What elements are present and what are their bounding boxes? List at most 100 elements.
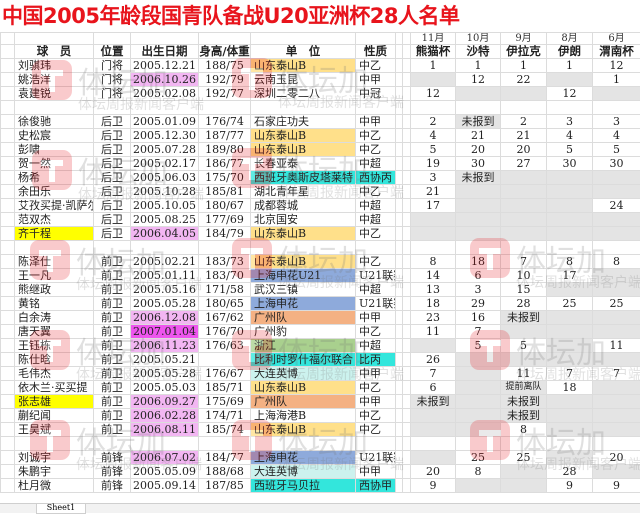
height-weight-cell[interactable]: 176/63 <box>199 339 251 353</box>
birthdate-cell[interactable]: 2005.02.21 <box>131 255 199 269</box>
empty-cell[interactable] <box>396 213 403 227</box>
match-number-cell[interactable] <box>593 311 640 325</box>
birthdate-cell[interactable]: 2006.11.23 <box>131 339 199 353</box>
empty-cell[interactable] <box>396 87 403 101</box>
height-weight-cell[interactable]: 186/77 <box>199 157 251 171</box>
height-weight-cell[interactable]: 180/65 <box>199 297 251 311</box>
empty-cell[interactable] <box>403 479 411 493</box>
empty-cell[interactable] <box>251 241 356 255</box>
empty-cell[interactable] <box>131 101 199 115</box>
match-number-cell[interactable]: 9 <box>547 479 593 493</box>
player-name[interactable]: 徐俊驰 <box>15 115 94 129</box>
unit-cell[interactable]: 浙江 <box>251 339 356 353</box>
kind-cell[interactable]: U21联赛 <box>356 451 396 465</box>
kind-cell[interactable]: 中乙 <box>356 409 396 423</box>
position-cell[interactable]: 门将 <box>94 59 131 73</box>
kind-cell[interactable]: 中乙 <box>356 255 396 269</box>
empty-cell[interactable] <box>547 101 593 115</box>
unit-cell[interactable]: 山东泰山B <box>251 129 356 143</box>
kind-cell[interactable]: 中甲 <box>356 465 396 479</box>
kind-cell[interactable]: 中甲 <box>356 395 396 409</box>
match-number-cell[interactable]: 8 <box>547 255 593 269</box>
unit-cell[interactable]: 上海海港B <box>251 409 356 423</box>
sheet-tab[interactable]: Sheet1 <box>36 504 86 514</box>
match-number-cell[interactable]: 20 <box>593 451 640 465</box>
empty-cell[interactable] <box>396 199 403 213</box>
height-weight-cell[interactable] <box>199 353 251 367</box>
match-number-cell[interactable] <box>501 353 547 367</box>
row-gutter[interactable] <box>1 73 15 87</box>
position-cell[interactable]: 前卫 <box>94 283 131 297</box>
empty-cell[interactable] <box>131 437 199 451</box>
empty-cell[interactable] <box>593 241 640 255</box>
row-gutter[interactable] <box>1 101 15 115</box>
match-number-cell[interactable]: 9 <box>411 479 456 493</box>
empty-cell[interactable] <box>403 269 411 283</box>
empty-cell[interactable] <box>403 185 411 199</box>
empty-cell[interactable] <box>456 241 501 255</box>
height-weight-cell[interactable]: 185/71 <box>199 381 251 395</box>
empty-cell[interactable] <box>403 129 411 143</box>
unit-cell[interactable]: 北京国安 <box>251 213 356 227</box>
empty-cell[interactable] <box>131 241 199 255</box>
empty-cell[interactable] <box>396 143 403 157</box>
birthdate-cell[interactable]: 2006.07.02 <box>131 451 199 465</box>
unit-cell[interactable]: 武汉三镇 <box>251 283 356 297</box>
match-number-cell[interactable]: 25 <box>547 297 593 311</box>
match-number-cell[interactable] <box>547 423 593 437</box>
match-number-cell[interactable] <box>456 367 501 381</box>
match-number-cell[interactable] <box>411 423 456 437</box>
height-weight-cell[interactable]: 187/85 <box>199 479 251 493</box>
player-name[interactable]: 贺一然 <box>15 157 94 171</box>
match-number-cell[interactable]: 2 <box>411 115 456 129</box>
kind-cell[interactable]: U21联赛 <box>356 269 396 283</box>
birthdate-cell[interactable]: 2005.05.16 <box>131 283 199 297</box>
match-number-cell[interactable] <box>501 199 547 213</box>
match-number-cell[interactable]: 17 <box>547 269 593 283</box>
match-number-cell[interactable]: 未报到 <box>501 395 547 409</box>
empty-cell[interactable] <box>396 269 403 283</box>
empty-cell[interactable] <box>403 59 411 73</box>
empty-cell[interactable] <box>403 297 411 311</box>
kind-cell[interactable]: 中乙 <box>356 59 396 73</box>
position-cell[interactable]: 后卫 <box>94 129 131 143</box>
match-number-cell[interactable]: 5 <box>501 339 547 353</box>
unit-cell[interactable]: 长春亚泰 <box>251 157 356 171</box>
row-gutter[interactable] <box>1 409 15 423</box>
birthdate-cell[interactable]: 2005.07.28 <box>131 143 199 157</box>
match-number-cell[interactable]: 12 <box>411 87 456 101</box>
match-number-cell[interactable] <box>456 185 501 199</box>
match-number-cell[interactable]: 20 <box>456 143 501 157</box>
row-gutter[interactable] <box>1 199 15 213</box>
match-number-cell[interactable]: 未报到 <box>456 171 501 185</box>
empty-cell[interactable] <box>356 241 396 255</box>
row-gutter[interactable] <box>1 325 15 339</box>
match-number-cell[interactable] <box>501 185 547 199</box>
empty-cell[interactable] <box>403 283 411 297</box>
empty-cell[interactable] <box>396 227 403 241</box>
row-gutter[interactable] <box>1 157 15 171</box>
empty-cell[interactable] <box>593 437 640 451</box>
match-number-cell[interactable]: 7 <box>547 367 593 381</box>
unit-cell[interactable]: 比利时罗什福尔联合 <box>251 353 356 367</box>
match-number-cell[interactable]: 5 <box>547 143 593 157</box>
player-name[interactable]: 余田乐 <box>15 185 94 199</box>
match-number-cell[interactable]: 11 <box>411 325 456 339</box>
match-number-cell[interactable]: 28 <box>501 297 547 311</box>
match-number-cell[interactable] <box>411 451 456 465</box>
position-cell[interactable]: 前卫 <box>94 353 131 367</box>
unit-cell[interactable]: 云南玉昆 <box>251 73 356 87</box>
empty-cell[interactable] <box>396 381 403 395</box>
height-weight-cell[interactable]: 192/79 <box>199 73 251 87</box>
match-number-cell[interactable]: 30 <box>456 157 501 171</box>
match-number-cell[interactable]: 7 <box>501 255 547 269</box>
match-number-cell[interactable]: 17 <box>411 199 456 213</box>
player-name[interactable]: 熊继政 <box>15 283 94 297</box>
match-number-cell[interactable]: 4 <box>547 129 593 143</box>
match-number-cell[interactable] <box>547 325 593 339</box>
match-number-cell[interactable]: 8 <box>501 423 547 437</box>
position-cell[interactable]: 后卫 <box>94 199 131 213</box>
birthdate-cell[interactable]: 2005.09.14 <box>131 479 199 493</box>
row-gutter[interactable] <box>1 353 15 367</box>
empty-cell[interactable] <box>547 241 593 255</box>
